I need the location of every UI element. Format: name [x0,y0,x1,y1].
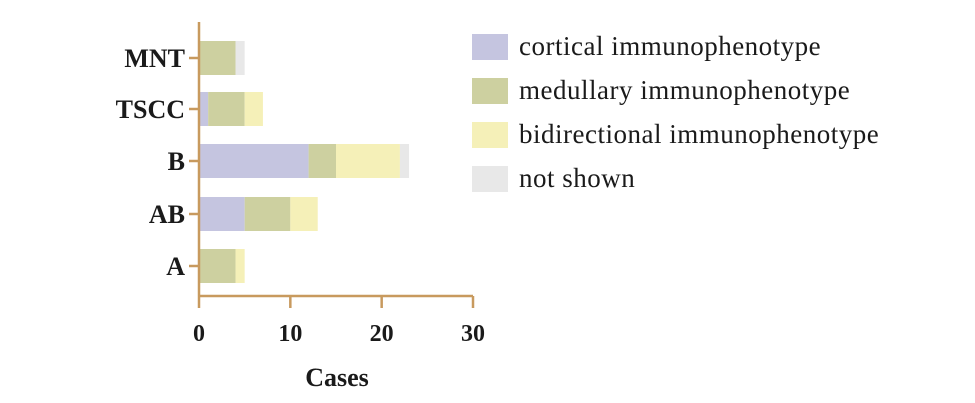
y-tick-label-mnt: MNT [124,44,185,73]
bar-b-series-1 [199,144,309,178]
bar-mnt-series-4 [235,41,245,75]
bar-ab-series-1 [199,197,245,231]
axes-group: A AB B TSCC MNT 0 10 20 30 Cases [116,22,485,392]
y-tick-label-ab: AB [149,200,185,229]
legend-swatch-4 [472,166,508,192]
legend-label-2: medullary immunophenotype [519,75,850,105]
y-tick-label-b: B [168,147,185,176]
bar-b-series-2 [308,144,336,178]
x-tick-label-10: 10 [278,321,302,347]
bar-tscc-series-3 [244,92,263,126]
legend-label-4: not shown [519,163,635,193]
y-tick-label-a: A [166,252,185,281]
legend: cortical immunophenotype medullary immuno… [472,31,879,193]
bar-b-series-3 [336,144,400,178]
bar-tscc-series-2 [208,92,245,126]
legend-label-3: bidirectional immunophenotype [519,119,879,149]
legend-swatch-1 [472,34,508,60]
legend-label-1: cortical immunophenotype [519,31,821,61]
bar-ab-series-3 [290,197,318,231]
legend-swatch-3 [472,122,508,148]
bars-group [199,41,410,283]
bar-a-series-3 [235,249,245,283]
x-axis-title: Cases [305,363,369,392]
bar-tscc-series-1 [199,92,209,126]
x-tick-label-0: 0 [193,321,205,347]
legend-swatch-2 [472,78,508,104]
bar-a-series-2 [199,249,236,283]
x-tick-label-30: 30 [461,321,485,347]
bar-ab-series-2 [244,197,291,231]
bar-b-series-4 [399,144,410,178]
bar-mnt-series-2 [199,41,236,75]
y-tick-label-tscc: TSCC [116,95,185,124]
x-tick-label-20: 20 [370,321,394,347]
